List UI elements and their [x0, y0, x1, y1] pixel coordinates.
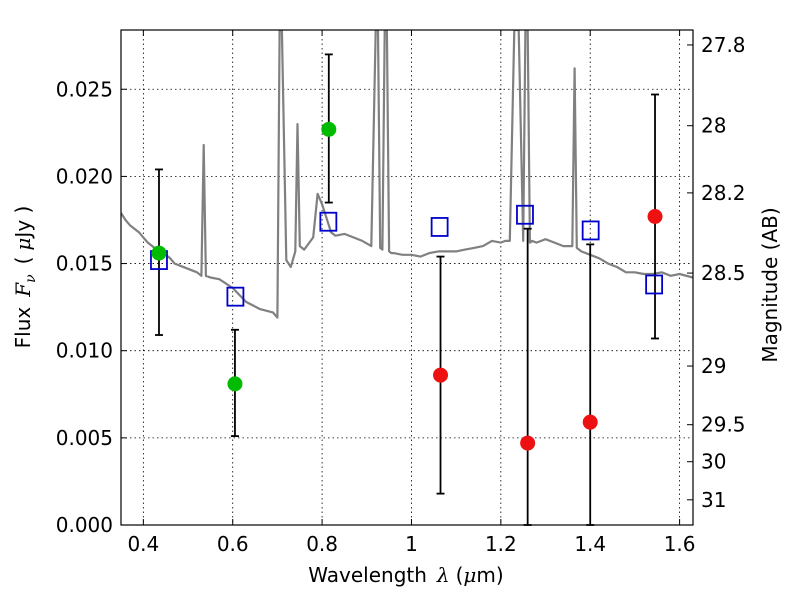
model-band-square [430, 217, 449, 237]
x-tick-label: 1 [405, 532, 418, 556]
green-data-point [227, 376, 243, 392]
y2-tick-label: 28 [701, 114, 726, 138]
model-band-square [226, 286, 245, 307]
tick-labels: 0.4 0.6 0.8 1 1.2 1.4 1.6 0.000 0.005 0.010 0.015 0… [56, 33, 746, 556]
y2-tick-label: 30 [701, 450, 726, 474]
model-band-square [581, 220, 600, 241]
model-band-square [645, 274, 664, 295]
ticks [121, 30, 693, 526]
grid [121, 30, 693, 525]
green-data-point [321, 121, 337, 137]
green-data-point [151, 245, 167, 261]
y2-axis-label: Magnitude (AB) [758, 207, 782, 362]
y2-tick-label: 28.2 [701, 181, 746, 205]
red-data-point [582, 414, 598, 430]
y-tick-label: 0.000 [56, 513, 113, 537]
y-axis-label: FluxFν(μJy ) [11, 206, 39, 349]
plot-area [121, 30, 693, 319]
red-data-point [520, 435, 536, 451]
x-tick-label: 1.6 [664, 532, 696, 556]
y-tick-label: 0.010 [56, 339, 113, 363]
model-spectrum-line [121, 30, 693, 319]
y2-tick-label: 27.8 [701, 33, 746, 57]
x-tick-label: 0.8 [306, 532, 338, 556]
y2-tick-label: 28.5 [701, 261, 746, 285]
x-tick-label: 0.4 [127, 532, 159, 556]
y2-tick-label: 31 [701, 488, 726, 512]
model-band-square [319, 211, 338, 232]
y-tick-label: 0.025 [56, 77, 113, 101]
points-layer [150, 53, 664, 526]
x-tick-label: 1.4 [574, 532, 606, 556]
y-tick-label: 0.005 [56, 426, 113, 450]
x-tick-label: 1.2 [485, 532, 517, 556]
y-tick-label: 0.020 [56, 164, 113, 188]
model-band-square [516, 204, 534, 225]
x-axis-label: Wavelength λ (μm) [308, 563, 503, 587]
x-tick-label: 0.6 [217, 532, 249, 556]
y2-tick-label: 29.5 [701, 413, 746, 437]
red-data-point [433, 367, 449, 383]
y-tick-label: 0.015 [56, 252, 113, 276]
plot-frame [120, 29, 694, 526]
y2-tick-label: 29 [701, 354, 726, 378]
red-data-point [647, 208, 663, 224]
